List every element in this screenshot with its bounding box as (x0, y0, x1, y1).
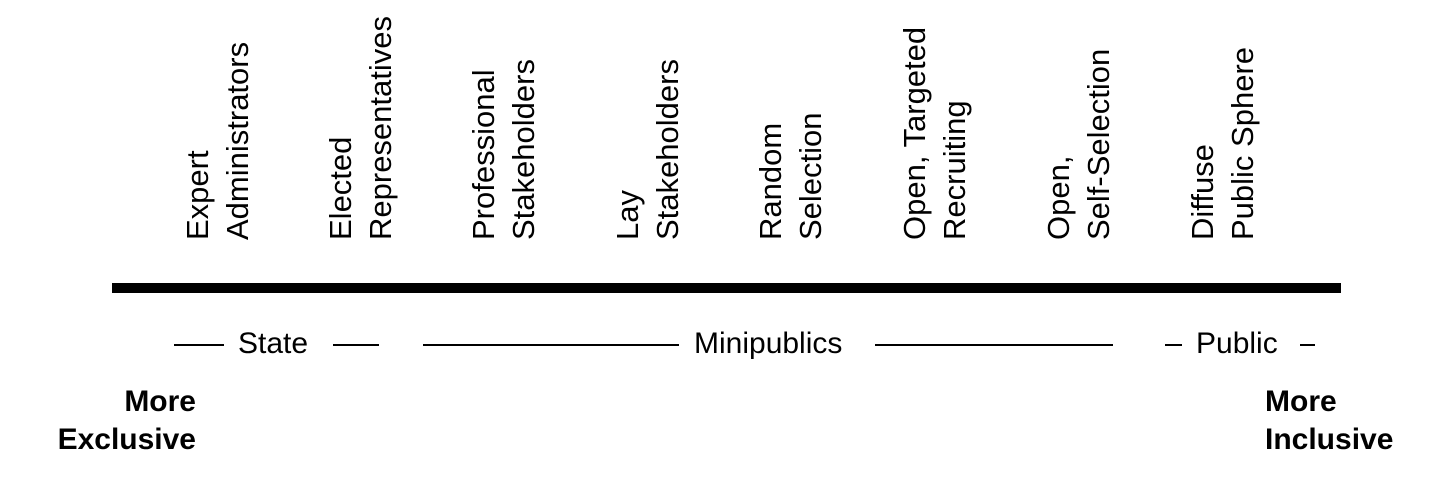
category-line-2: Self-Selection (1081, 48, 1116, 240)
category-line-1: Open, (1041, 155, 1076, 240)
group-label-state: State (238, 327, 309, 361)
public-bracket-right (1300, 344, 1315, 346)
end-right-line-2: Inclusive (1265, 423, 1394, 456)
state-bracket-left (174, 344, 224, 346)
group-label-minipublics: Minipublics (694, 327, 843, 361)
category-line-1: Diffuse (1185, 144, 1220, 240)
category-line-2: Selection (793, 112, 828, 240)
end-left-line-1: More (124, 385, 196, 418)
end-label-more-exclusive: More Exclusive (58, 383, 196, 459)
category-line-2: Stakeholders (506, 59, 541, 240)
end-left-line-2: Exclusive (57, 423, 196, 456)
spectrum-axis-bar (112, 283, 1341, 293)
minipublics-bracket-right (875, 344, 1113, 346)
public-bracket-left (1165, 344, 1182, 346)
minipublics-bracket-left (423, 344, 679, 346)
category-line-1: Open, Targeted (897, 26, 932, 240)
category-line-2: Representatives (363, 15, 398, 240)
category-line-2: Stakeholders (650, 59, 685, 240)
category-line-1: Random (753, 122, 788, 240)
end-label-more-inclusive: More Inclusive (1265, 383, 1393, 459)
category-line-1: Lay (610, 190, 645, 240)
category-line-2: Public Sphere (1225, 46, 1260, 240)
category-line-1: Professional (466, 69, 501, 240)
group-label-public: Public (1196, 327, 1278, 361)
end-right-line-1: More (1265, 385, 1337, 418)
category-line-1: Elected (323, 136, 358, 240)
category-line-2: Recruiting (937, 100, 972, 240)
state-bracket-right (333, 344, 379, 346)
category-line-1: Expert (180, 150, 215, 240)
category-line-2: Administrators (220, 41, 255, 240)
